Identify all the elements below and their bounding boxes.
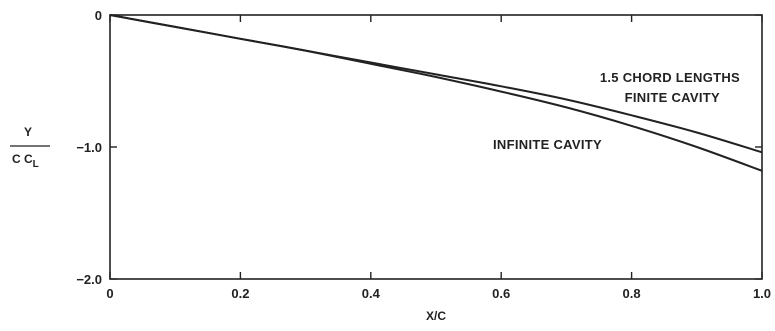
x-axis-title: X/C <box>426 309 446 323</box>
x-axis-ticks: 0 0.2 0.4 0.6 0.8 1.0 <box>106 15 771 301</box>
plot-frame <box>109 14 763 280</box>
y-axis-title-numerator: Y <box>24 125 32 139</box>
finite-cavity-annotation-line1: 1.5 CHORD LENGTHS <box>600 70 740 85</box>
y-axis-ticks: 0 −1.0 −2.0 <box>76 8 762 287</box>
y-axis-title-denominator: C CL <box>12 152 39 170</box>
infinite-cavity-line <box>109 14 763 172</box>
series-layer <box>109 14 763 172</box>
x-tick-label: 1.0 <box>753 286 771 301</box>
x-tick-label: 0.2 <box>231 286 249 301</box>
y-tick-label: 0 <box>95 8 102 23</box>
y-tick-label: −2.0 <box>76 272 102 287</box>
y-tick-label: −1.0 <box>76 140 102 155</box>
x-tick-label: 0.6 <box>492 286 510 301</box>
y-axis-title-denominator-text: C C <box>12 152 33 166</box>
x-tick-label: 0.8 <box>623 286 641 301</box>
infinite-cavity-annotation: INFINITE CAVITY <box>493 137 602 152</box>
y-axis-title-subscript: L <box>33 159 39 170</box>
x-tick-label: 0.4 <box>362 286 381 301</box>
x-tick-label: 0 <box>106 286 113 301</box>
finite-cavity-annotation-line2: FINITE CAVITY <box>625 90 720 105</box>
